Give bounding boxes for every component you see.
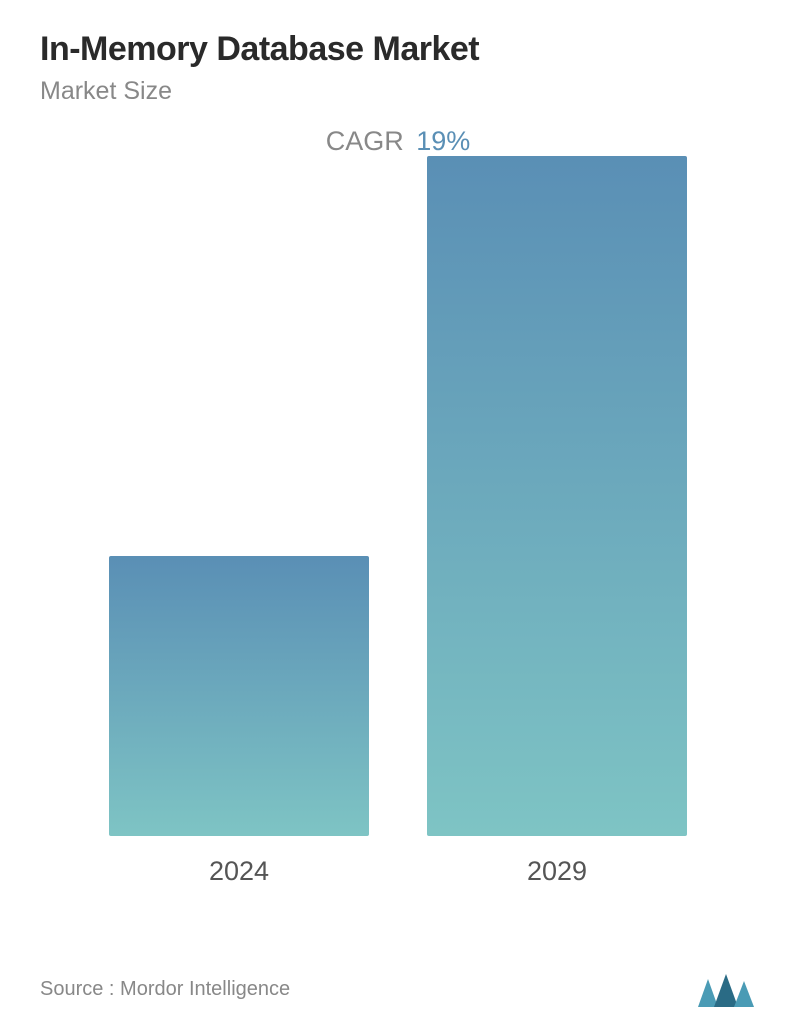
chart-area: 2024 2029 [40,187,756,887]
cagr-container: CAGR 19% [40,126,756,157]
mordor-logo-icon [696,969,756,1009]
chart-subtitle: Market Size [40,77,756,106]
bar-2024 [109,556,369,836]
bar-container-0: 2024 [99,556,379,887]
bar-container-1: 2029 [417,156,697,887]
cagr-label: CAGR [326,126,404,156]
chart-title: In-Memory Database Market [40,30,756,69]
bar-label-2029: 2029 [527,856,587,887]
source-text: Source : Mordor Intelligence [40,978,290,1001]
bar-label-2024: 2024 [209,856,269,887]
cagr-value: 19% [416,126,470,156]
footer: Source : Mordor Intelligence [40,969,756,1009]
bar-2029 [427,156,687,836]
